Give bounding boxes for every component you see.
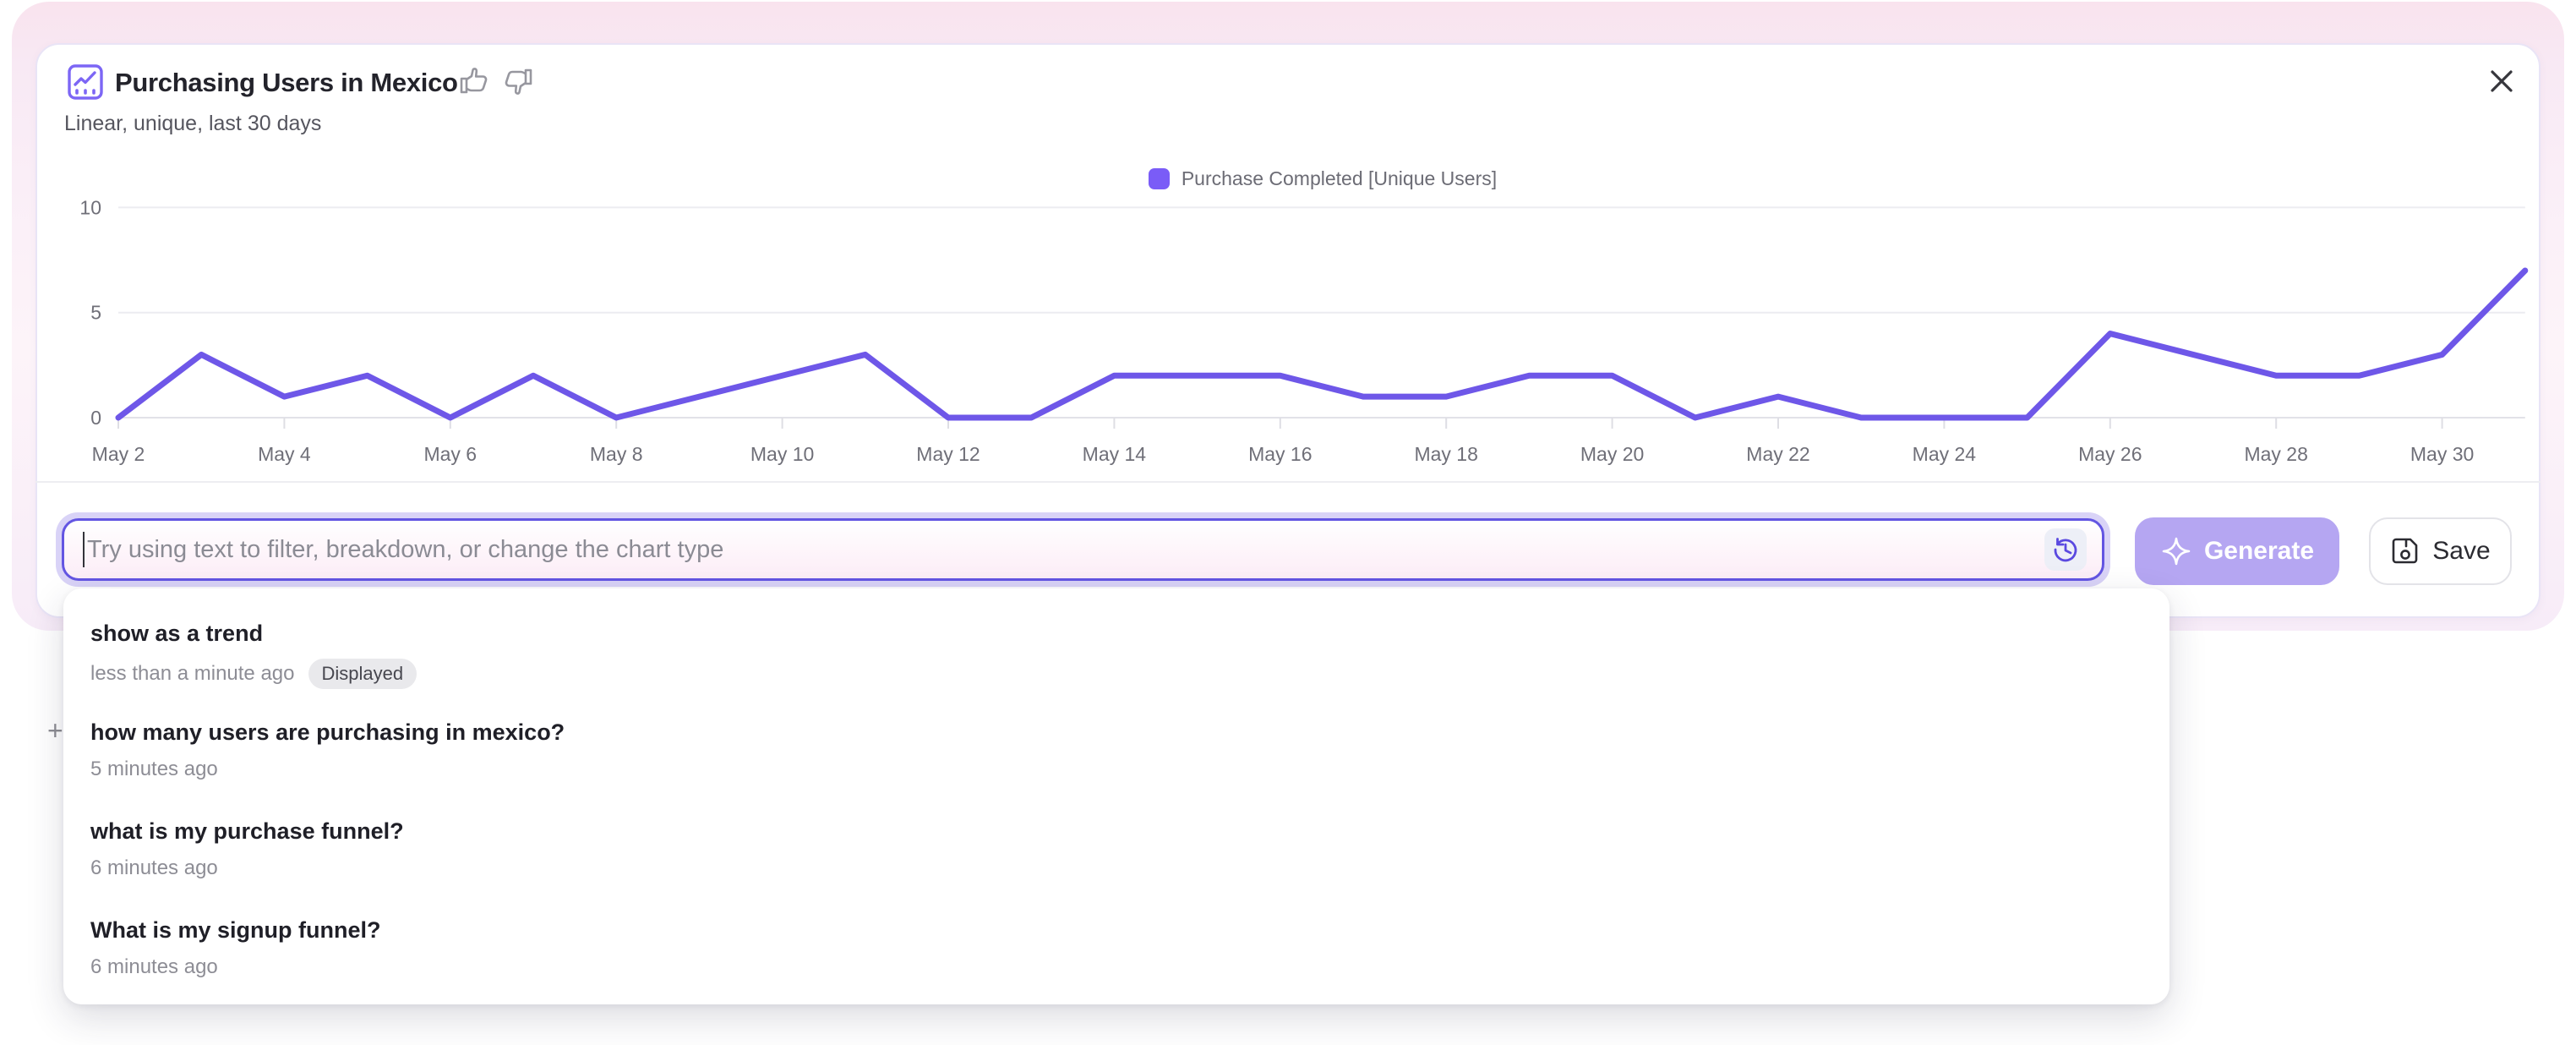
y-axis-label: 10: [79, 196, 101, 218]
chart-subtitle: Linear, unique, last 30 days: [64, 112, 322, 135]
generate-label: Generate: [2203, 537, 2315, 565]
x-axis-label: May 20: [1580, 443, 1644, 465]
x-axis-label: May 24: [1913, 443, 1977, 465]
x-axis-label: May 12: [916, 443, 980, 465]
legend-swatch: [1148, 168, 1170, 189]
history-item[interactable]: What is my signup funnel? 6 minutes ago: [90, 917, 2142, 979]
x-axis-label: May 18: [1414, 443, 1477, 465]
x-axis-label: May 10: [750, 443, 814, 465]
history-item-time: 6 minutes ago: [90, 955, 218, 978]
history-item[interactable]: how many users are purchasing in mexico?…: [90, 719, 2142, 781]
x-axis-label: May 8: [590, 443, 643, 465]
history-item[interactable]: show as a trend less than a minute ago D…: [90, 621, 2142, 689]
save-label: Save: [2432, 537, 2491, 565]
prompt-history-dropdown: show as a trend less than a minute ago D…: [63, 588, 2169, 1004]
history-item-time: less than a minute ago: [90, 662, 295, 685]
x-axis-label: May 14: [1083, 443, 1147, 465]
chart-legend[interactable]: Purchase Completed [Unique Users]: [118, 167, 2527, 190]
history-item-title: What is my signup funnel?: [90, 917, 381, 943]
history-item-title: show as a trend: [90, 621, 264, 646]
history-item-time: 6 minutes ago: [90, 856, 218, 879]
prompt-placeholder: Try using text to filter, breakdown, or …: [87, 535, 724, 563]
save-icon: [2392, 538, 2418, 564]
generate-button[interactable]: Generate: [2135, 517, 2339, 585]
close-icon: [2491, 70, 2513, 92]
trend-line-chart: 0 5 10 May 2 May 4 May 6 May 8 May 10 May 12 May …: [35, 196, 2541, 483]
x-axis-label: May 6: [423, 443, 477, 465]
thumbs-down-icon[interactable]: [501, 68, 535, 101]
history-item[interactable]: what is my purchase funnel? 6 minutes ag…: [90, 818, 2142, 880]
x-axis-label: May 28: [2244, 443, 2307, 465]
x-axis-label: May 30: [2410, 443, 2474, 465]
sparkle-icon: [2162, 537, 2191, 566]
x-axis-label: May 16: [1248, 443, 1312, 465]
prompt-input[interactable]: Try using text to filter, breakdown, or …: [62, 518, 2104, 581]
x-axis-label: May 2: [92, 443, 145, 465]
line-chart-icon: [68, 64, 103, 100]
history-clock-icon: [2054, 538, 2077, 562]
series-line: [115, 267, 2529, 421]
x-axis-label: May 26: [2078, 443, 2142, 465]
prompt-input-focus-ring: Try using text to filter, breakdown, or …: [56, 512, 2110, 587]
history-item-time: 5 minutes ago: [90, 758, 218, 780]
save-button[interactable]: Save: [2369, 517, 2512, 585]
displayed-badge: Displayed: [308, 659, 418, 689]
background-plus-glyph: +: [47, 715, 63, 746]
x-axis-label: May 22: [1746, 443, 1809, 465]
history-item-title: how many users are purchasing in mexico?: [90, 719, 565, 745]
y-axis-label: 5: [90, 302, 101, 324]
page-title: Purchasing Users in Mexico: [115, 68, 458, 97]
x-axis-label: May 4: [258, 443, 311, 465]
y-axis-label: 0: [90, 407, 101, 429]
thumbs-up-icon[interactable]: [457, 64, 491, 98]
close-button[interactable]: [2483, 63, 2520, 100]
legend-label: Purchase Completed [Unique Users]: [1181, 167, 1498, 189]
text-cursor: [83, 532, 85, 567]
history-item-title: what is my purchase funnel?: [90, 818, 404, 844]
history-button[interactable]: [2044, 528, 2087, 571]
